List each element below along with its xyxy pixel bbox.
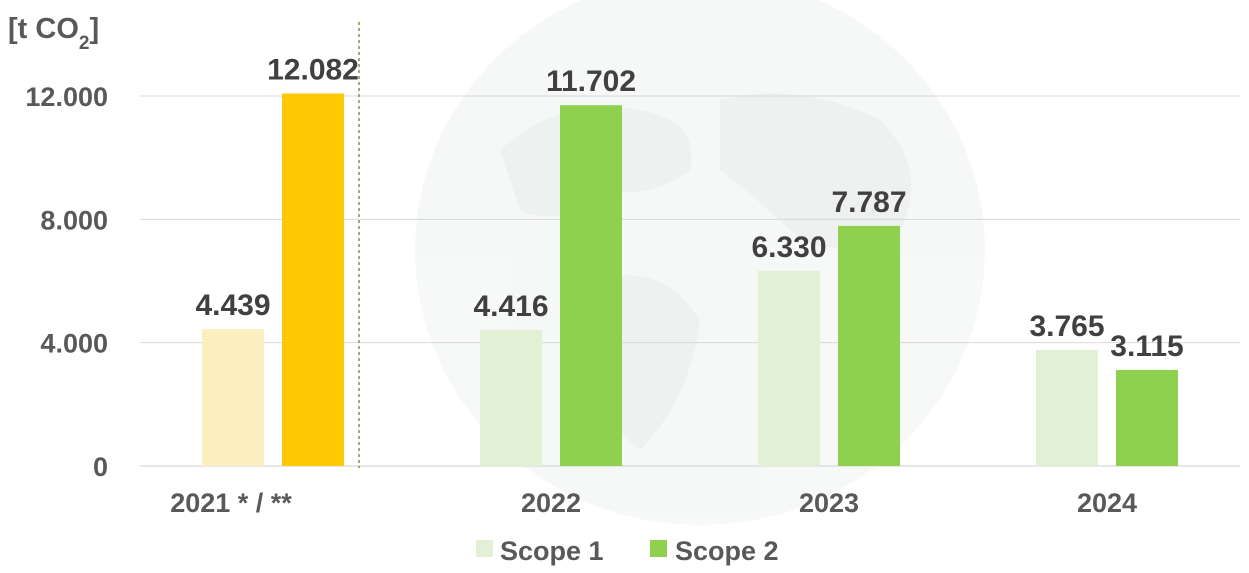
legend: Scope 1 Scope 2 [476,536,779,566]
y-tick-label: 4.000 [40,329,108,359]
data-label-scope-1: 6.330 [751,231,826,264]
x-category-label: 2022 [521,488,581,518]
data-label-scope-2: 11.702 [546,65,636,98]
data-label-scope-2: 12.082 [267,53,359,86]
data-label-scope-1: 4.439 [195,289,270,322]
y-tick-label: 12.000 [25,82,108,112]
legend-label-scope-2: Scope 2 [675,536,779,566]
legend-swatch-scope-1 [476,540,493,557]
data-label-scope-2: 7.787 [831,186,906,219]
data-label-scope-2: 3.115 [1110,330,1183,363]
y-axis-unit-label: [t CO2] [8,13,99,54]
legend-swatch-scope-2 [650,540,667,557]
y-tick-label: 8.000 [40,205,108,235]
x-category-label: 2024 [1077,488,1137,518]
legend-label-scope-1: Scope 1 [500,536,604,566]
y-axis-ticks: 0 4.000 8.000 12.000 [25,82,108,482]
bars [202,93,1178,467]
bar-scope-1 [480,329,542,466]
x-category-label: 2021 * / ** [170,488,292,518]
bar-scope-2 [282,93,344,466]
x-axis-categories: 2021 * / ** 2022 2023 2024 [170,488,1137,518]
x-category-label: 2023 [799,488,859,518]
y-tick-label: 0 [93,452,108,482]
bar-scope-2 [838,225,900,466]
bar-scope-2 [560,105,622,467]
bar-scope-1 [1036,349,1098,466]
data-label-scope-1: 4.416 [473,290,548,323]
bar-scope-1 [758,270,820,466]
data-label-scope-1: 3.765 [1029,310,1104,343]
bar-scope-1 [202,329,264,466]
bar-scope-2 [1116,369,1178,466]
